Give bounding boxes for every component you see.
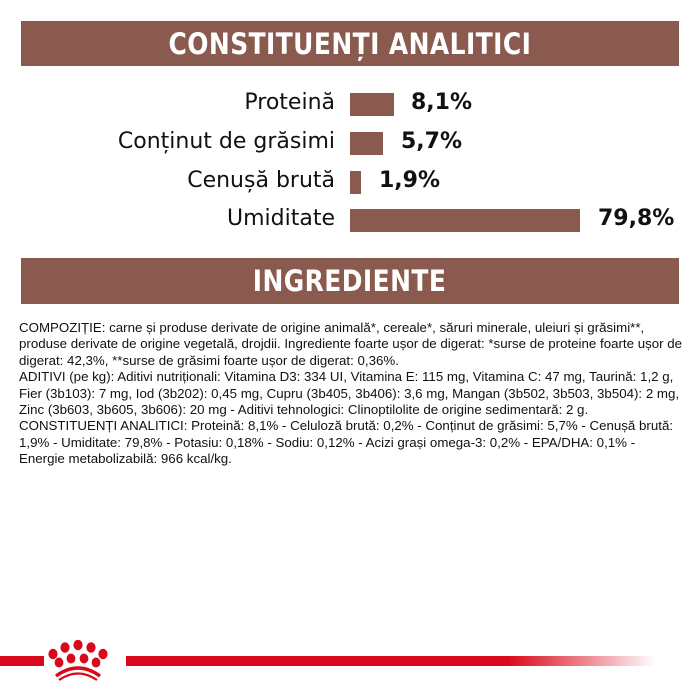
composition-paragraph: COMPOZIȚIE: carne și produse derivate de… [19,320,683,368]
analytic-constituents-header: CONSTITUENȚI ANALITICI [21,21,679,66]
analytic-constituents-title: CONSTITUENȚI ANALITICI [168,26,532,61]
chart-row-moisture: Umiditate 79,8% [0,204,700,234]
brand-line-left [0,656,44,666]
chart-bar [350,93,394,116]
ingredients-header: INGREDIENTE [21,258,679,304]
chart-bar [350,171,361,194]
chart-row-label: Cenușă brută [187,168,335,193]
ingredients-title: INGREDIENTE [253,264,447,298]
chart-bar [350,209,580,232]
chart-row-value: 1,9% [379,168,441,193]
chart-row-label: Conținut de grăsimi [117,129,335,154]
chart-row-ash: Cenușă brută 1,9% [0,166,700,196]
chart-row-fat: Conținut de grăsimi 5,7% [0,127,700,157]
additives-paragraph: ADITIVI (pe kg): Aditivi nutriționali: V… [19,369,680,418]
chart-row-value: 5,7% [401,129,463,154]
chart-bar [350,132,383,155]
brand-line-right [126,656,656,666]
chart-row-protein: Proteină 8,1% [0,88,700,118]
royal-canin-crown-icon [48,640,108,681]
ingredients-text: COMPOZIȚIE: carne și produse derivate de… [19,320,684,468]
chart-row-label: Proteină [244,90,335,115]
chart-row-value: 8,1% [411,90,473,115]
chart-row-label: Umiditate [227,206,335,231]
chart-row-value: 79,8% [598,206,675,231]
analytic-constituents-paragraph: CONSTITUENȚI ANALITICI: Proteină: 8,1% -… [19,418,674,467]
